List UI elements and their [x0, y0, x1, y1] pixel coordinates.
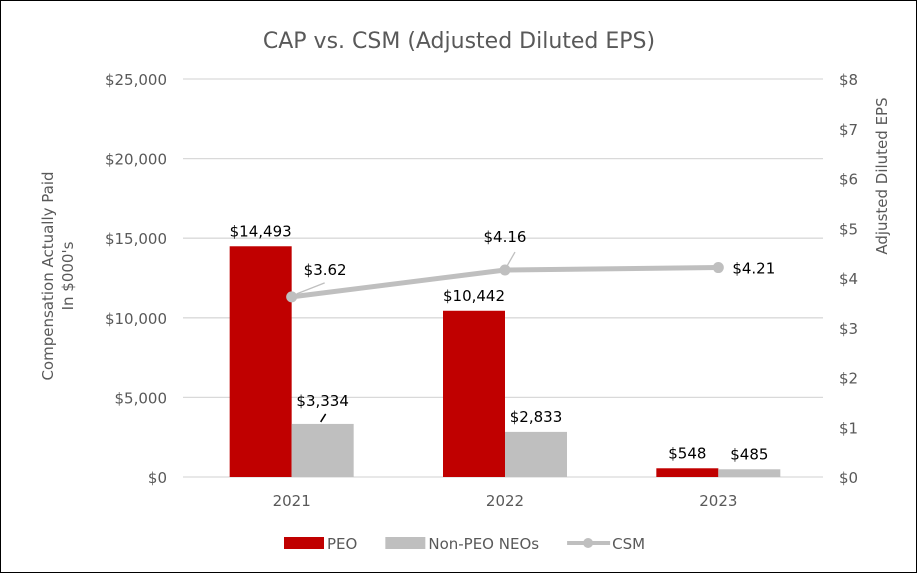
data-label: $4.16 — [484, 228, 527, 246]
leader-line — [296, 282, 325, 295]
legend-swatch — [284, 537, 324, 549]
y2-tick-label: $5 — [839, 220, 858, 238]
data-label: $3,334 — [296, 392, 349, 410]
data-label: $10,442 — [443, 287, 505, 305]
legend-swatch-marker — [583, 538, 594, 548]
bar-non-peo-neos — [718, 469, 781, 477]
y2-tick-label: $7 — [839, 121, 858, 139]
y-tick-label: $10,000 — [105, 310, 167, 328]
y-tick-label: $20,000 — [105, 151, 167, 169]
csm-point — [499, 264, 511, 276]
y-tick-label: $15,000 — [105, 230, 167, 248]
legend-label: Non-PEO NEOs — [428, 535, 539, 553]
y2-tick-label: $6 — [839, 171, 858, 189]
bar-non-peo-neos — [505, 431, 567, 477]
legend-swatch — [385, 537, 426, 549]
data-label: $2,833 — [510, 408, 563, 426]
bar-peo — [229, 246, 292, 477]
y-axis-label-line2: In $000's — [59, 241, 77, 310]
data-label: $14,493 — [230, 222, 292, 240]
leader-line — [506, 251, 516, 267]
data-label: $4.21 — [732, 260, 775, 278]
y-axis-label-line1: Compensation Actually Paid — [39, 171, 57, 380]
x-tick-label: 2021 — [273, 492, 311, 510]
y2-tick-label: $3 — [839, 320, 858, 338]
y2-tick-label: $4 — [839, 270, 858, 288]
csm-point — [712, 262, 724, 274]
legend-label: PEO — [327, 535, 357, 553]
data-label: $485 — [730, 445, 768, 463]
leader-line — [320, 413, 327, 423]
y2-tick-label: $1 — [839, 419, 858, 437]
y2-tick-label: $0 — [839, 469, 858, 487]
y2-tick-label: $2 — [839, 370, 858, 388]
legend-label: CSM — [612, 535, 645, 553]
bar-peo — [656, 468, 719, 477]
csm-point — [286, 291, 298, 303]
data-label: $3.62 — [304, 261, 347, 279]
data-label: $548 — [668, 444, 706, 462]
legend: PEO Non-PEO NEOs CSM — [284, 535, 645, 553]
y-tick-label: $0 — [148, 469, 167, 487]
bar-peo — [443, 310, 505, 477]
y2-tick-label: $8 — [839, 71, 858, 89]
x-tick-label: 2023 — [699, 492, 737, 510]
bar-non-peo-neos — [291, 423, 354, 477]
y-tick-label: $25,000 — [105, 71, 167, 89]
y2-axis-label: Adjusted Diluted EPS — [873, 97, 891, 254]
y-tick-label: $5,000 — [115, 389, 168, 407]
chart-title: CAP vs. CSM (Adjusted Diluted EPS) — [263, 29, 655, 54]
x-tick-label: 2022 — [486, 492, 524, 510]
